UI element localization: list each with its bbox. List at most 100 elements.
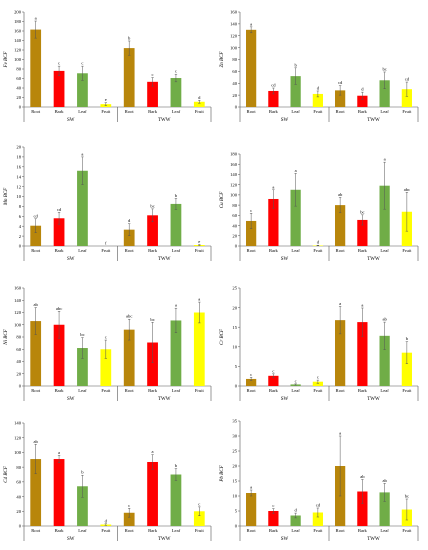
bar xyxy=(170,320,182,386)
significance-letter: a xyxy=(152,449,154,454)
significance-letter: d xyxy=(105,518,108,523)
significance-letter: c xyxy=(317,375,319,380)
bar xyxy=(77,73,88,107)
category-tick-label: Bark xyxy=(358,109,368,114)
significance-letter: c xyxy=(105,335,107,340)
category-tick-label: Leaf xyxy=(291,388,300,393)
significance-letter: abc xyxy=(56,306,62,311)
category-tick-label: Bark xyxy=(55,388,65,393)
bar xyxy=(123,48,135,107)
bar xyxy=(357,219,368,246)
chart-panel-8: Pb BCF 0 5 10 15 20 25 30 35 SW a Root c Bark d Leaf cd F… xyxy=(220,419,419,542)
bar xyxy=(170,78,182,107)
bar xyxy=(246,378,257,386)
group-label: SW xyxy=(281,397,289,402)
significance-letter: d xyxy=(361,87,364,92)
category-tick-label: Bark xyxy=(148,109,158,114)
category-tick-label: Fruit xyxy=(101,388,111,393)
bar xyxy=(290,515,301,526)
y-tick-label: 100 xyxy=(14,450,22,455)
group-label: SW xyxy=(67,397,75,402)
significance-letter: bc xyxy=(360,209,364,214)
y-axis-label: Mn BCF xyxy=(4,187,9,206)
significance-letter: bc xyxy=(150,203,154,208)
bar xyxy=(77,348,88,386)
category-tick-label: Fruit xyxy=(402,248,412,253)
y-axis-label: Pb BCF xyxy=(220,464,225,482)
y-tick-label: 60 xyxy=(232,213,237,218)
bar xyxy=(379,335,390,386)
y-tick-label: 16 xyxy=(16,165,21,170)
y-tick-label: 4 xyxy=(19,224,22,229)
y-tick-label: 25 xyxy=(232,449,237,454)
significance-letter: c xyxy=(152,72,154,77)
y-tick-label: 0 xyxy=(19,105,22,110)
y-tick-label: 0 xyxy=(19,384,22,389)
group-label: SW xyxy=(281,118,289,123)
category-tick-label: Fruit xyxy=(195,109,205,114)
y-tick-label: 40 xyxy=(16,494,21,499)
bar xyxy=(30,225,42,246)
category-tick-label: Leaf xyxy=(172,248,181,253)
category-tick-label: Fruit xyxy=(313,388,323,393)
category-tick-label: Root xyxy=(336,248,346,253)
y-tick-label: 10 xyxy=(16,194,21,199)
y-tick-label: 20 xyxy=(16,95,21,100)
y-tick-label: 0 xyxy=(235,105,238,110)
y-tick-label: 120 xyxy=(14,310,22,315)
y-tick-label: 20 xyxy=(232,233,237,238)
significance-letter: ab xyxy=(360,474,365,479)
y-tick-label: 40 xyxy=(232,81,237,86)
bar xyxy=(123,512,135,526)
bar xyxy=(246,493,257,526)
y-tick-label: 15 xyxy=(232,325,237,330)
group-label: TWW xyxy=(367,397,380,402)
y-tick-label: 6 xyxy=(19,214,22,219)
category-tick-label: Bark xyxy=(269,248,279,253)
y-tick-label: 0 xyxy=(235,244,238,249)
significance-letter: bc xyxy=(382,66,386,71)
category-tick-label: Root xyxy=(247,109,257,114)
significance-letter: d xyxy=(294,508,297,513)
bar xyxy=(193,312,205,386)
significance-letter: b xyxy=(294,62,297,67)
bar xyxy=(53,324,65,386)
y-tick-label: 120 xyxy=(230,33,238,38)
significance-letter: ab xyxy=(338,192,343,197)
significance-letter: d xyxy=(198,95,201,100)
significance-letter: c xyxy=(128,503,130,508)
category-tick-label: Root xyxy=(125,109,135,114)
bar xyxy=(53,218,65,246)
bar xyxy=(379,492,390,526)
category-tick-label: Root xyxy=(31,528,41,533)
group-label: TWW xyxy=(367,537,380,542)
significance-letter: c xyxy=(81,61,83,66)
y-tick-label: 100 xyxy=(230,193,238,198)
group-label: SW xyxy=(281,257,289,262)
bar xyxy=(268,511,279,526)
bar xyxy=(335,205,346,246)
y-tick-label: 10 xyxy=(232,494,237,499)
significance-letter: b xyxy=(175,193,178,198)
category-tick-label: Fruit xyxy=(195,388,205,393)
y-tick-label: 80 xyxy=(16,335,21,340)
category-tick-label: Bark xyxy=(148,528,158,533)
y-tick-label: 80 xyxy=(16,465,21,470)
bar xyxy=(100,349,112,386)
significance-letter: e xyxy=(198,239,200,244)
bar xyxy=(268,90,279,107)
bar xyxy=(170,474,182,526)
y-tick-label: 18 xyxy=(16,155,21,160)
bar xyxy=(170,203,182,246)
y-tick-label: 60 xyxy=(16,76,21,81)
category-tick-label: Bark xyxy=(55,109,65,114)
category-tick-label: Leaf xyxy=(172,109,181,114)
category-tick-label: Bark xyxy=(148,248,158,253)
chart-panel-5: Ni BCF020406080100120140160SWabRootabcBa… xyxy=(4,286,212,402)
significance-letter: a xyxy=(339,431,341,436)
y-axis-label: Fe BCF xyxy=(4,51,9,69)
significance-letter: a xyxy=(198,297,200,302)
significance-letter: d xyxy=(317,85,320,90)
y-tick-label: 100 xyxy=(14,57,22,62)
significance-letter: c xyxy=(272,503,274,508)
